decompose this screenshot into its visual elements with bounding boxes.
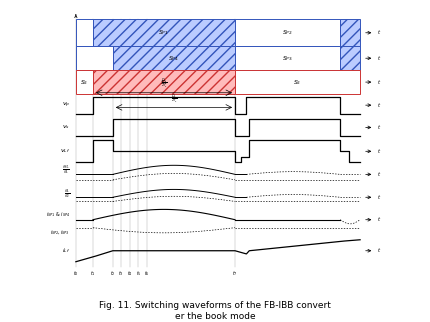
Text: $i_{SP2},i_{SP3}$: $i_{SP2},i_{SP3}$ [50, 229, 70, 237]
Text: $v_s$: $v_s$ [62, 123, 70, 131]
Text: $i_{SP1}$ & $i_{SP4}$: $i_{SP1}$ & $i_{SP4}$ [46, 210, 70, 219]
Bar [76, 70, 93, 94]
Text: t: t [377, 172, 379, 177]
Bar [93, 70, 235, 94]
Text: $t_7$: $t_7$ [232, 269, 238, 278]
Bar [235, 19, 340, 46]
Text: $t_6$: $t_6$ [144, 269, 150, 278]
Text: $\frac{i_{PS1}}{i_{S1}}$: $\frac{i_{PS1}}{i_{S1}}$ [62, 163, 70, 176]
Text: $\frac{i_{S1}}{i_{S2}}$: $\frac{i_{S1}}{i_{S2}}$ [64, 187, 70, 200]
Text: $t_1$: $t_1$ [90, 269, 96, 278]
Bar [340, 46, 360, 70]
Text: $v_p$: $v_p$ [62, 100, 70, 110]
Text: $t_2$: $t_2$ [110, 269, 116, 278]
Text: t: t [377, 125, 379, 130]
Text: $t_5$: $t_5$ [135, 269, 141, 278]
Bar [235, 46, 340, 70]
Text: $S_{P3}$: $S_{P3}$ [282, 54, 293, 63]
Text: $S_1$: $S_1$ [160, 78, 168, 87]
Text: t: t [377, 149, 379, 154]
Text: $S_{P2}$: $S_{P2}$ [282, 28, 293, 37]
Text: t: t [377, 103, 379, 108]
Text: $S_2$: $S_2$ [80, 78, 89, 87]
Text: t: t [377, 56, 379, 61]
Bar [235, 70, 360, 94]
Bar [76, 19, 93, 46]
Text: $v_{Lf}$: $v_{Lf}$ [60, 147, 70, 155]
Text: $S_{P1}$: $S_{P1}$ [159, 28, 169, 37]
Text: $t_0$: $t_0$ [73, 269, 79, 278]
Bar [113, 46, 235, 70]
Text: $S_{P4}$: $S_{P4}$ [169, 54, 179, 63]
Text: $S_2$: $S_2$ [293, 78, 302, 87]
Text: er the book mode: er the book mode [175, 312, 255, 321]
Text: t: t [377, 217, 379, 222]
Text: t: t [377, 195, 379, 200]
Bar [76, 46, 113, 70]
Text: t: t [377, 30, 379, 35]
Text: $\frac{D_p}{2f_s}$: $\frac{D_p}{2f_s}$ [161, 76, 167, 90]
Text: $t_4$: $t_4$ [127, 269, 133, 278]
Text: $\frac{D_s}{2f_s}$: $\frac{D_s}{2f_s}$ [171, 92, 177, 105]
Text: $i_{Lf}$: $i_{Lf}$ [62, 246, 70, 255]
Text: t: t [377, 248, 379, 253]
Bar [93, 19, 235, 46]
Text: $t_3$: $t_3$ [118, 269, 124, 278]
Bar [340, 19, 360, 46]
Text: t: t [377, 80, 379, 85]
Text: Fig. 11. Switching waveforms of the FB-IBB convert: Fig. 11. Switching waveforms of the FB-I… [99, 300, 331, 309]
